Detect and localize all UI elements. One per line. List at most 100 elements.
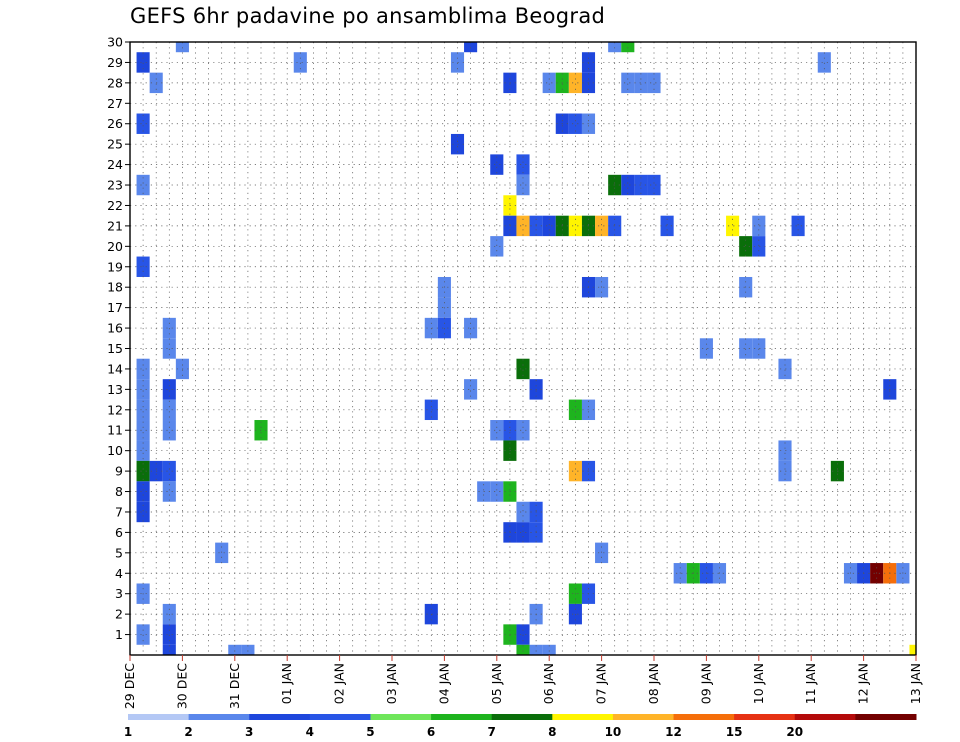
grid-lines bbox=[129, 42, 917, 655]
heatmap-cell bbox=[162, 379, 176, 400]
colorbar-segment bbox=[249, 714, 311, 720]
x-tick-label: 31 DEC bbox=[227, 663, 242, 709]
heatmap-cell bbox=[162, 644, 176, 655]
heatmap-cell bbox=[516, 644, 530, 655]
heatmap-cell bbox=[752, 215, 766, 237]
y-tick-label: 24 bbox=[107, 157, 123, 172]
y-tick-label: 29 bbox=[107, 55, 123, 70]
y-tick-label: 12 bbox=[107, 402, 123, 417]
y-tick-label: 9 bbox=[115, 464, 123, 479]
heatmap-cell bbox=[136, 481, 150, 502]
colorbar-segment bbox=[734, 714, 796, 720]
colorbar-segment bbox=[794, 714, 856, 720]
heatmap-cell bbox=[464, 379, 478, 400]
colorbar-segment bbox=[673, 714, 735, 720]
heatmap-cell bbox=[136, 358, 150, 380]
y-tick-label: 17 bbox=[107, 300, 123, 315]
colorbar-segment bbox=[431, 714, 493, 720]
heatmap-cell bbox=[162, 338, 176, 359]
heatmap-cell bbox=[490, 236, 504, 257]
heatmap-cell bbox=[568, 72, 582, 94]
heatmap-cell bbox=[739, 236, 753, 257]
heatmap-cell bbox=[542, 644, 556, 655]
heatmap-cell bbox=[450, 52, 465, 73]
chart-title: GEFS 6hr padavine po ansamblima Beograd bbox=[130, 4, 606, 28]
x-tick-label: 30 DEC bbox=[174, 663, 189, 709]
heatmap-cell bbox=[647, 72, 661, 94]
heatmap-cell bbox=[529, 644, 543, 655]
y-tick-label: 26 bbox=[107, 116, 123, 131]
y-axis-ticks: 1234567891011121314151617181920212223242… bbox=[107, 35, 130, 642]
colorbar-label: 20 bbox=[786, 725, 803, 739]
heatmap-cell bbox=[215, 542, 229, 564]
heatmap-cell bbox=[778, 440, 792, 461]
colorbar-label: 2 bbox=[184, 725, 192, 739]
x-tick-label: 13 JAN bbox=[908, 663, 923, 704]
heatmap-cell bbox=[162, 460, 176, 482]
heatmap-cell bbox=[136, 420, 150, 441]
colorbar-segment bbox=[309, 714, 371, 720]
heatmap-cell bbox=[516, 522, 530, 543]
heatmap-cell bbox=[568, 113, 582, 134]
y-tick-label: 23 bbox=[107, 178, 123, 193]
y-tick-label: 4 bbox=[115, 566, 123, 581]
x-tick-label: 12 JAN bbox=[856, 663, 871, 704]
y-tick-label: 14 bbox=[107, 361, 123, 376]
x-tick-label: 09 JAN bbox=[698, 663, 713, 704]
heatmap-cell bbox=[621, 42, 635, 53]
colorbar-segment bbox=[855, 714, 917, 720]
heatmap-cell bbox=[136, 379, 150, 400]
heatmap-cell bbox=[568, 399, 582, 421]
colorbar-segment bbox=[552, 714, 614, 720]
y-tick-label: 3 bbox=[115, 586, 123, 601]
heatmap-cell bbox=[752, 338, 766, 359]
y-tick-label: 16 bbox=[107, 321, 123, 336]
y-tick-label: 2 bbox=[115, 607, 123, 622]
heatmap-cell bbox=[490, 154, 504, 175]
x-tick-label: 11 JAN bbox=[803, 663, 818, 704]
x-tick-label: 07 JAN bbox=[594, 663, 609, 704]
y-tick-label: 22 bbox=[107, 198, 123, 213]
x-tick-label: 03 JAN bbox=[384, 663, 399, 704]
heatmap-cell bbox=[516, 501, 530, 523]
heatmap-cell bbox=[542, 72, 556, 94]
heatmap-cell bbox=[136, 52, 150, 73]
colorbar-segment bbox=[128, 714, 190, 720]
colorbar-label: 8 bbox=[548, 725, 556, 739]
y-tick-label: 30 bbox=[107, 35, 123, 50]
heatmap-cell bbox=[542, 215, 556, 237]
colorbar-label: 3 bbox=[245, 725, 253, 739]
y-tick-label: 18 bbox=[107, 280, 123, 295]
y-tick-label: 20 bbox=[107, 239, 123, 254]
y-tick-label: 1 bbox=[115, 627, 123, 642]
heatmap-cell bbox=[136, 460, 150, 482]
x-tick-label: 01 JAN bbox=[279, 663, 294, 704]
colorbar-label: 7 bbox=[488, 725, 496, 739]
y-tick-label: 21 bbox=[107, 218, 123, 233]
y-tick-label: 11 bbox=[107, 423, 123, 438]
heatmap-cell bbox=[136, 501, 150, 523]
heatmap-cell bbox=[726, 215, 740, 237]
colorbar-label: 15 bbox=[726, 725, 743, 739]
colorbar-label: 5 bbox=[366, 725, 374, 739]
heatmap-cell bbox=[778, 460, 792, 482]
x-tick-label: 06 JAN bbox=[541, 663, 556, 704]
heatmap-cell bbox=[647, 174, 661, 196]
heatmap-cell bbox=[228, 644, 242, 655]
heatmap-cell bbox=[791, 215, 805, 237]
heatmap-cell bbox=[752, 236, 766, 257]
heatmap-cell bbox=[162, 420, 176, 441]
colorbar-label: 12 bbox=[665, 725, 682, 739]
heatmap-cell bbox=[568, 215, 582, 237]
heatmap-cell bbox=[162, 481, 176, 502]
heatmap-cell bbox=[634, 72, 648, 94]
colorbar-segment bbox=[491, 714, 553, 720]
heatmap-cell bbox=[516, 358, 530, 380]
colorbar-label: 6 bbox=[427, 725, 435, 739]
heatmap-cell bbox=[516, 624, 530, 645]
colorbar-segments: 1 2 3 4 5 6 7 8 10 12 15 20 bbox=[124, 714, 917, 739]
x-tick-label: 29 DEC bbox=[122, 663, 137, 709]
heatmap-cell bbox=[424, 399, 438, 421]
